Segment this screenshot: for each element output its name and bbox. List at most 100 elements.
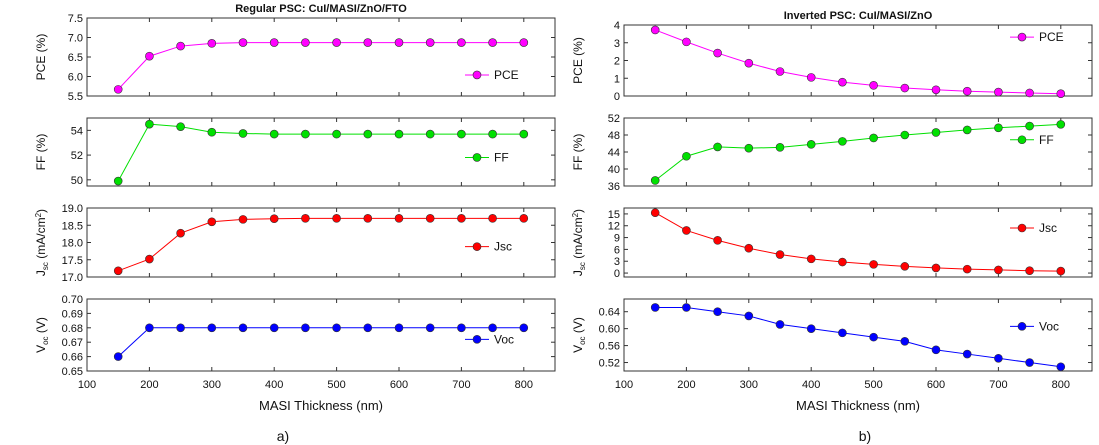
chart-0-pce-point (363, 38, 373, 47)
chart-0-ff-point (425, 129, 435, 139)
chart-0-ff-point (394, 129, 404, 139)
chart-1-jsc-point (713, 236, 722, 245)
chart-1-jsc-point (869, 260, 878, 269)
chart-1-jsc-ytick-label: 6 (614, 244, 620, 256)
chart-0-voc-ytick-label: 0.68 (62, 323, 83, 335)
chart-0-voc-ytick-label: 0.65 (62, 366, 83, 378)
chart-1-jsc-point (1025, 266, 1034, 275)
chart-1-jsc-ytick-label: 12 (608, 221, 620, 233)
chart-1-jsc-point (962, 264, 972, 274)
chart-0-voc-point (207, 323, 217, 333)
chart-1-pce-point (931, 85, 941, 95)
chart-1-voc-point (962, 349, 972, 359)
chart-1-voc-ytick-label: 0.52 (599, 358, 620, 370)
chart-1-voc-point (838, 328, 847, 338)
chart-0-ff-point (238, 129, 248, 138)
chart-1-pce-point (838, 77, 847, 87)
chart-0-jsc-point (176, 228, 185, 238)
chart-1-jsc-legend-marker (1017, 223, 1027, 233)
chart-0-jsc-ytick-label: 19.0 (62, 203, 83, 215)
chart-1-ff-legend-marker (1017, 135, 1027, 145)
chart-1-ff-point (650, 176, 660, 185)
chart-0-voc-ytick-label: 0.69 (62, 308, 83, 320)
chart-0-jsc-point (145, 254, 154, 264)
chart-1-xtick-label: 200 (677, 379, 695, 391)
chart-1-voc-point (682, 303, 691, 312)
chart-0-pce-point (301, 38, 310, 47)
chart-1-voc-frame (623, 298, 1093, 372)
chart-0-jsc-series-line (118, 217, 524, 272)
chart-0-voc-point (113, 352, 123, 361)
chart-0-jsc-point (332, 214, 341, 223)
chart-1-pce-point (744, 58, 754, 68)
chart-0-voc-point (332, 323, 341, 333)
chart-0-pce-point (457, 38, 466, 47)
chart-1-xtick-label: 300 (740, 379, 758, 391)
chart-0-jsc-point (238, 215, 248, 224)
chart-0-ff-point (207, 127, 217, 137)
chart-0-jsc-point (269, 214, 279, 223)
chart-1-pce-ytick-label: 2 (614, 56, 620, 68)
chart-0-voc-point (301, 323, 310, 333)
chart-1-ff-point (962, 125, 972, 135)
chart-1-ff-ytick-label: 52 (608, 113, 620, 125)
chart-0-jsc-ytick-label: 18.5 (62, 220, 83, 232)
chart-0-pce-ytick-label: 6.0 (68, 72, 83, 84)
chart-0-jsc-point (363, 214, 373, 223)
chart-1-pce-point (650, 25, 660, 35)
chart-0-ff-legend-label: FF (494, 150, 509, 164)
chart-1-voc-point (806, 324, 816, 333)
chart-0-xtick-label: 600 (390, 379, 408, 391)
chart-0-ff-point (176, 122, 185, 131)
chart-1-ff-legend-label: FF (1039, 133, 1054, 147)
chart-0-pce-frame (86, 17, 556, 97)
chart-0-ff-frame (86, 117, 556, 187)
chart-0-xtick-label: 100 (78, 379, 96, 391)
chart-0-xlabel: MASI Thickness (nm) (259, 398, 383, 413)
chart-1-ff-point (713, 142, 722, 152)
chart-0-xtick-label: 300 (203, 379, 221, 391)
chart-1-voc-point (931, 345, 941, 355)
chart-1-ff-point (869, 133, 878, 143)
chart-0-voc-point (145, 323, 154, 333)
chart-0-jsc-point (488, 214, 497, 223)
chart-1-jsc-point (1056, 266, 1066, 276)
chart-0-voc-point (363, 323, 373, 333)
chart-0-ff-series-line (117, 123, 524, 182)
chart-1-xtick-label: 800 (1052, 379, 1070, 391)
chart-1-pce-ytick-label: 4 (614, 20, 620, 32)
chart-1-pce-point (1025, 88, 1034, 98)
chart-1-voc-point (994, 353, 1003, 363)
chart-1-pce-ytick-label: 1 (614, 73, 620, 85)
chart-1-ff-ytick-label: 44 (608, 147, 620, 159)
chart-1-jsc-series-line (654, 212, 1061, 272)
chart-1-jsc-point (931, 263, 941, 273)
chart-1-voc-point (650, 303, 660, 312)
chart-0-pce-series-line (117, 42, 524, 90)
chart-1-jsc-point (994, 265, 1003, 275)
chart-0-pce-legend-marker (472, 70, 482, 80)
chart-0-voc-frame (86, 298, 556, 372)
chart-0-jsc-legend-marker (472, 242, 482, 251)
chart-1-ff-ytick-label: 36 (608, 181, 620, 193)
chart-1-jsc-ytick-label: 15 (608, 209, 620, 221)
chart-1-ff-point (1056, 120, 1066, 129)
chart-0-jsc-point (519, 214, 529, 223)
chart-1-voc-ytick-label: 0.64 (599, 307, 620, 319)
chart-1-ff-point (838, 137, 847, 146)
chart-0-voc-point (238, 323, 248, 333)
chart-1-pce-point (806, 73, 816, 82)
chart-0-pce-ytick-label: 5.5 (68, 91, 83, 103)
chart-0-xtick-label: 200 (140, 379, 158, 391)
chart-1-jsc-point (775, 250, 785, 259)
chart-0-pce-point (394, 38, 404, 47)
chart-1-pce-ytick-label: 0 (614, 91, 620, 103)
chart-0-voc-legend-marker (472, 335, 482, 344)
chart-0-ff-point (519, 129, 529, 139)
caption-1: b) (859, 428, 871, 444)
chart-1-voc-series-line (655, 306, 1061, 368)
chart-1-xlabel: MASI Thickness (nm) (796, 398, 920, 413)
chart-1-ff-point (1025, 121, 1034, 131)
chart-0-ff-point (363, 129, 373, 139)
